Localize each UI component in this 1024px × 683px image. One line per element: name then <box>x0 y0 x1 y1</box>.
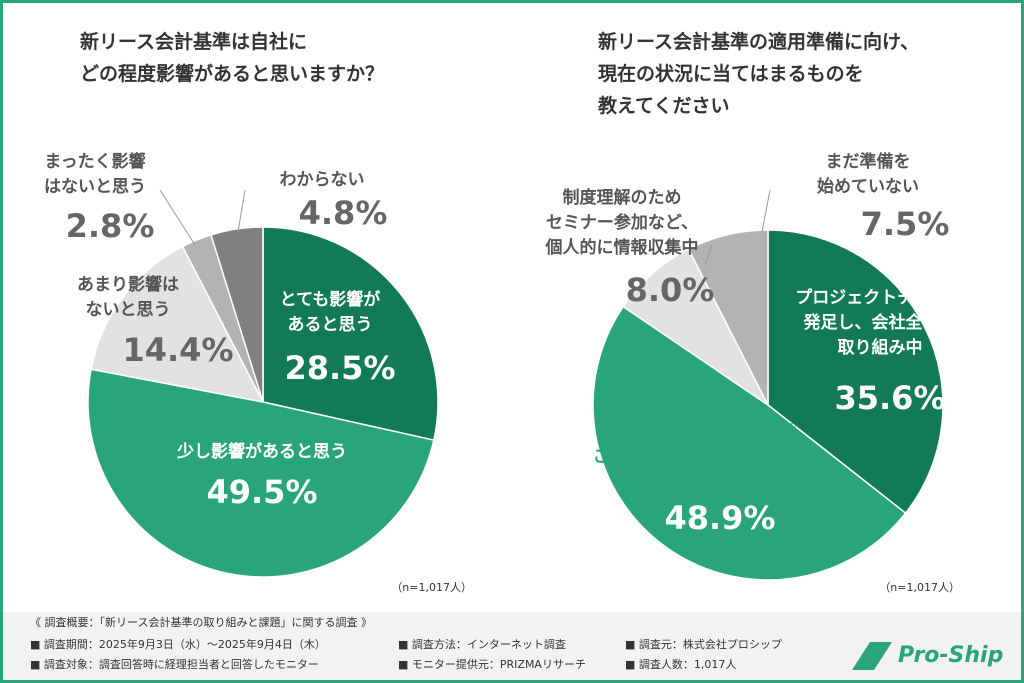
slice-label: とても影響があると思う <box>280 289 381 335</box>
footer-item: ■ 調査人数：1,017人 <box>625 657 736 671</box>
value-label: 48.9% <box>664 499 775 537</box>
sample-note: （n=1,017人） <box>391 581 472 594</box>
footer-item: ■ 調査元：株式会社プロシップ <box>625 637 782 651</box>
logo: Pro-Ship <box>898 643 1003 668</box>
footer-item: ■ 調査期間：2025年9月3日（水）～2025年9月4日（木） <box>30 637 326 651</box>
leader-line <box>704 244 713 266</box>
sample-note: （n=1,017人） <box>879 581 960 594</box>
slice-label: あまり影響はないと思う <box>77 274 179 320</box>
value-label: 4.8% <box>299 194 388 232</box>
pie-slice <box>87 368 435 578</box>
leader-line <box>761 189 771 233</box>
chart-title: 新リース会計基準は自社にどの程度影響があると思いますか？ <box>80 30 384 85</box>
slice-label: 少し影響があると思う <box>176 441 347 462</box>
logo-mark <box>852 642 892 670</box>
chart-title: 新リース会計基準の適用準備に向け、現在の状況に当てはまるものを教えてください <box>598 30 919 117</box>
value-label: 35.6% <box>834 379 945 417</box>
value-label: 28.5% <box>284 349 395 387</box>
footer-heading: 《 調査概要：「新リース会計基準の取り組みと課題」に関する調査 》 <box>30 615 372 629</box>
pie-slice <box>262 226 439 442</box>
slice-label: まったく影響はないと思う <box>44 151 146 197</box>
leader-line <box>159 189 196 246</box>
value-label: 7.5% <box>861 205 950 243</box>
slice-label: プロジェクトチームが発足し、会社全体で取り組み中 <box>795 287 965 358</box>
value-label: 49.5% <box>206 473 317 511</box>
leader-line <box>237 189 246 233</box>
value-label: 14.4% <box>122 331 233 369</box>
value-label: 2.8% <box>66 207 155 245</box>
pie-slice <box>90 245 265 404</box>
pie-slice <box>687 229 769 406</box>
pie-slice <box>210 226 264 403</box>
footer-item: ■ 調査対象：調査回答時に経理担当者と回答したモニター <box>30 657 319 671</box>
slice-label: まだ準備を始めていない <box>817 151 919 197</box>
footer-item: ■ 調査方法：インターネット調査 <box>398 637 566 651</box>
footer-band <box>3 612 1021 680</box>
footer-item: ■ モニター提供元：PRIZMAリサーチ <box>398 657 586 671</box>
slice-label: 制度理解のためセミナー参加など、個人的に情報収集中 <box>545 187 699 258</box>
value-label: 8.0% <box>626 271 715 309</box>
slice-label: わからない <box>280 170 365 190</box>
slice-label: 会社全体での取り組みはこれからだが、今後の予定が概ね決まっている <box>593 421 814 492</box>
pie-slice <box>592 305 907 581</box>
pie-slice <box>767 229 944 515</box>
